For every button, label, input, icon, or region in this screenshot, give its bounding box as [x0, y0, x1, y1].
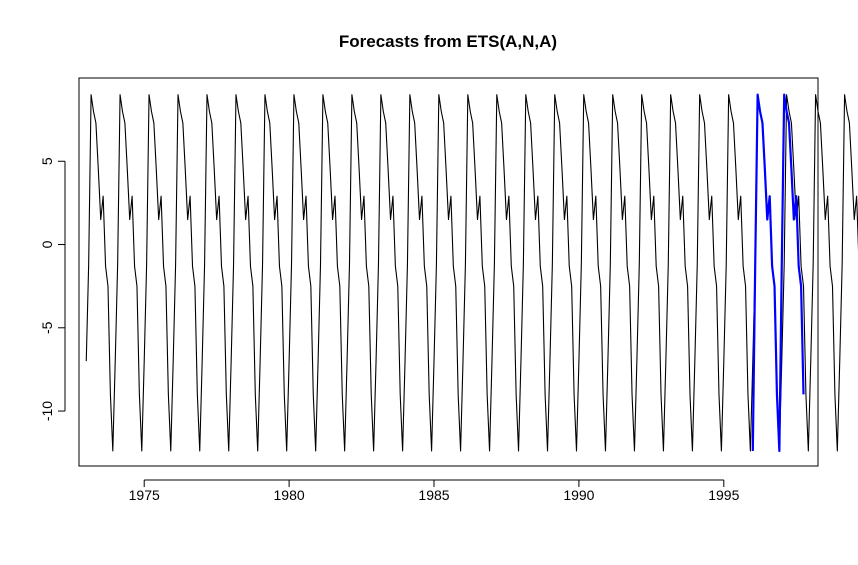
y-tick-label: 0 — [39, 240, 55, 248]
x-tick-label: 1980 — [274, 487, 305, 503]
x-tick-label: 1990 — [563, 487, 594, 503]
x-tick-label: 1975 — [129, 487, 160, 503]
observed-line — [85, 94, 858, 452]
x-tick-label: 1995 — [708, 487, 739, 503]
chart-title: Forecasts from ETS(A,N,A) — [339, 32, 557, 51]
x-tick-label: 1985 — [418, 487, 449, 503]
x-axis: 1975 1980 1985 1990 1995 — [129, 479, 740, 503]
series-layer — [85, 93, 858, 453]
forecast-line — [751, 93, 805, 453]
y-tick-label: -10 — [39, 401, 55, 421]
y-tick-label: 5 — [39, 157, 55, 165]
plot-frame — [78, 77, 819, 467]
y-tick-label: -5 — [39, 321, 55, 334]
y-axis: -10 -5 0 5 — [39, 157, 66, 421]
